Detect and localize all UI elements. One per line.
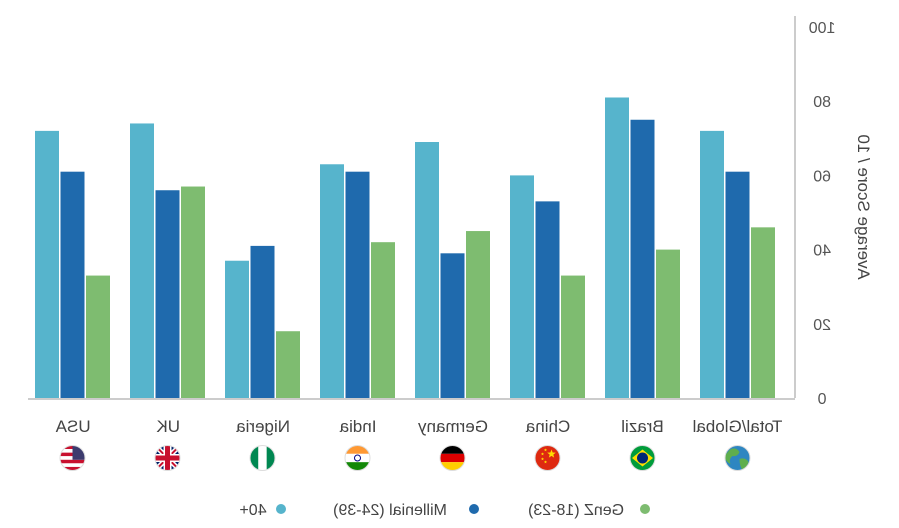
y-tick-label: 0 (818, 391, 827, 408)
bar-total-global-genz-18-23 (751, 227, 775, 398)
y-tick-label: 80 (813, 94, 831, 111)
y-tick-label: 40 (813, 243, 831, 260)
uk-flag-icon (154, 445, 181, 471)
usa-flag-icon (59, 445, 86, 471)
china-flag-icon (534, 445, 561, 471)
india-flag-icon (344, 445, 371, 471)
bar-germany-genz-18-23 (466, 231, 490, 398)
bar-india-genz-18-23 (371, 242, 395, 398)
legend-marker-millenial-24-39 (469, 504, 479, 514)
bar-usa-millenial-24-39 (60, 171, 85, 398)
bar-germany-millenial-24-39 (440, 253, 465, 398)
category-label-germany: Germany (418, 417, 488, 436)
y-tick-label: 100 (809, 20, 836, 37)
legend-label-genz-18-23: GenZ (18-23) (528, 502, 624, 519)
bars-layer (35, 97, 775, 399)
bar-usa-genz-18-23 (86, 275, 110, 398)
bar-nigeria-millenial-24-39 (250, 245, 275, 398)
bar-nigeria-genz-18-23 (276, 331, 300, 398)
bar-china-millenial-24-39 (535, 201, 560, 398)
category-label-usa: USA (55, 417, 91, 436)
category-label-china: China (525, 417, 570, 436)
y-axis-label: Average Score / 10 (854, 134, 873, 279)
bar-brazil-genz-18-23 (656, 249, 680, 398)
nigeria-flag-icon (249, 445, 276, 471)
legend-marker-40 (276, 504, 286, 514)
category-label-india: India (339, 417, 376, 436)
bar-nigeria-40 (225, 260, 249, 398)
legend: 40+ Millenial (24-39) GenZ (18-23) (239, 502, 650, 519)
category-label-uk: UK (156, 417, 180, 436)
brazil-flag-icon (629, 445, 656, 471)
bar-uk-genz-18-23 (181, 186, 205, 398)
bar-china-40 (510, 175, 534, 398)
bar-uk-millenial-24-39 (155, 190, 180, 398)
bar-brazil-40 (605, 97, 629, 399)
legend-marker-genz-18-23 (640, 504, 650, 514)
bar-uk-40 (130, 123, 154, 399)
legend-label-40: 40+ (239, 502, 266, 519)
y-tick-label: 20 (813, 317, 831, 334)
category-label-total-global: Total/Global (693, 417, 783, 436)
category-labels: USA UK Nigeria India Germany China Brazil Total… (55, 417, 782, 436)
y-axis: 0 20 40 60 80 100 (28, 16, 835, 408)
category-icons (59, 445, 751, 471)
bar-india-millenial-24-39 (345, 171, 370, 398)
bar-germany-40 (415, 142, 439, 398)
category-label-nigeria: Nigeria (236, 417, 290, 436)
bar-india-40 (320, 164, 344, 398)
bar-usa-40 (35, 130, 59, 398)
germany-flag-icon (439, 445, 466, 471)
bar-brazil-millenial-24-39 (630, 119, 655, 398)
legend-label-millenial-24-39: Millenial (24-39) (333, 502, 447, 519)
bar-total-global-millenial-24-39 (725, 171, 750, 398)
bar-total-global-40 (700, 130, 724, 398)
y-tick-label: 60 (813, 168, 831, 185)
globe-icon (724, 445, 751, 471)
bar-china-genz-18-23 (561, 275, 585, 398)
category-label-brazil: Brazil (621, 417, 664, 436)
